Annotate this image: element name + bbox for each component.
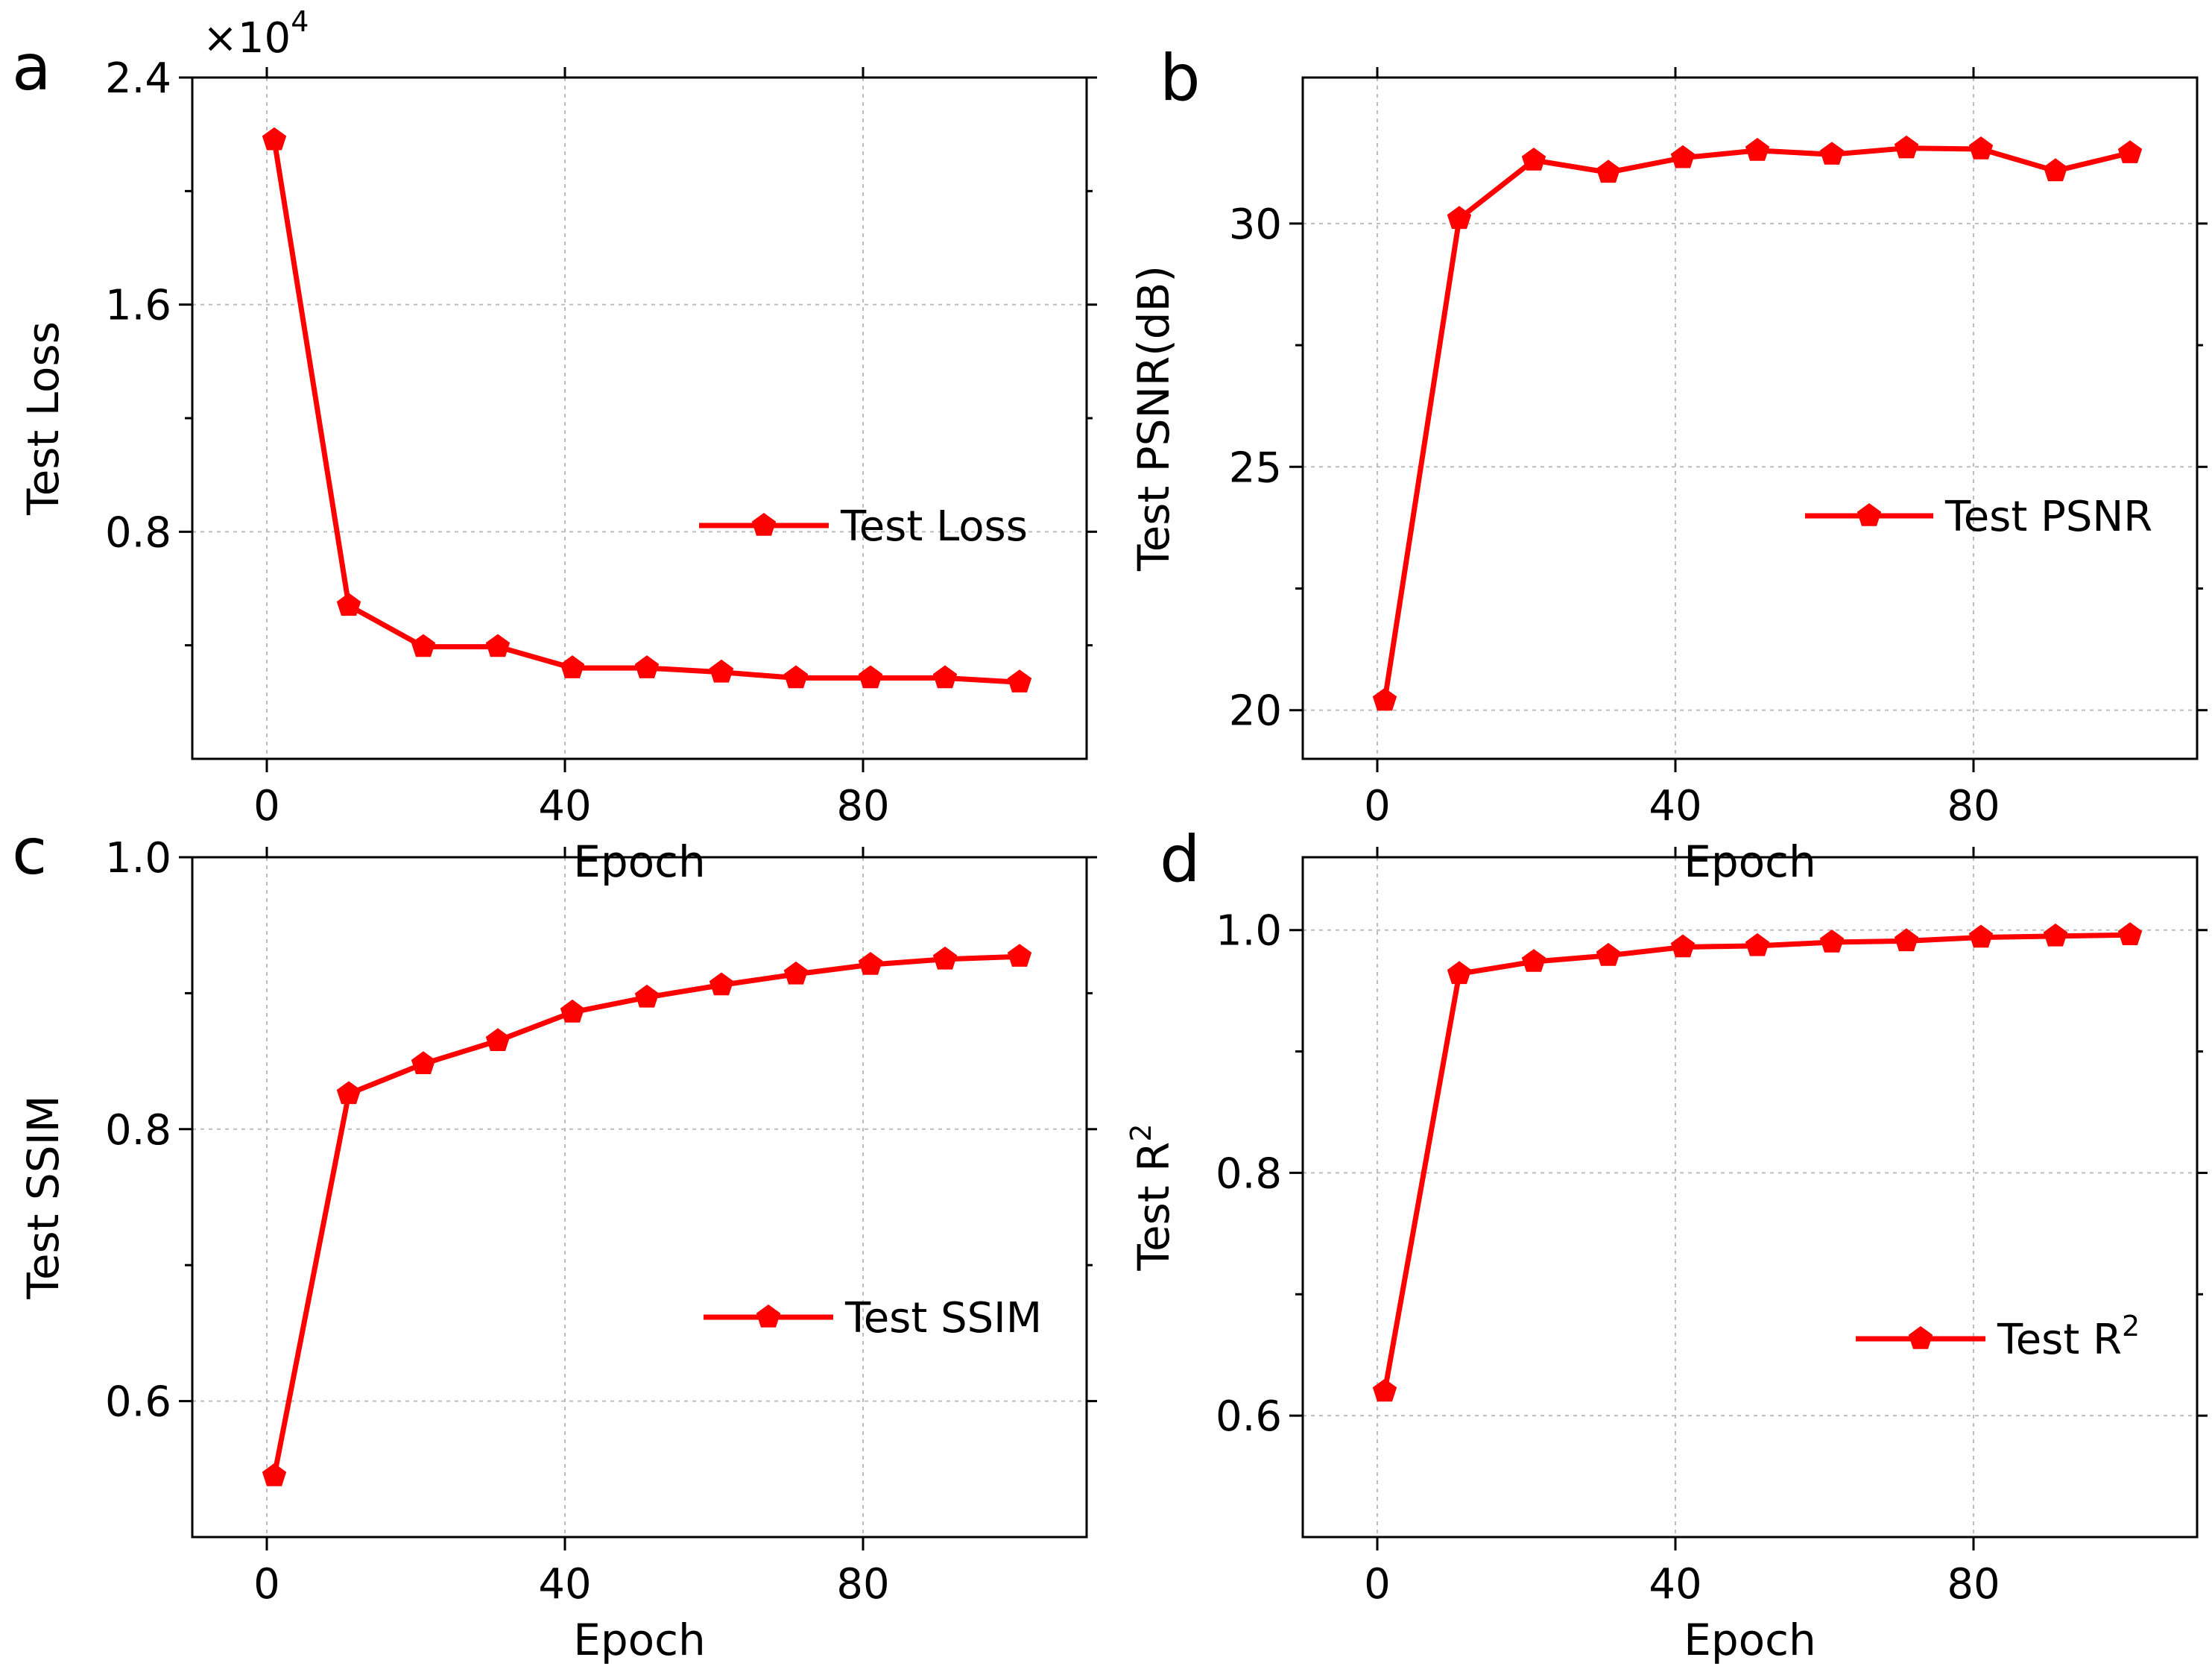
data-point (560, 999, 585, 1023)
data-point (262, 127, 287, 151)
data-point (1819, 930, 1845, 953)
data-point (1968, 136, 1994, 160)
data-point (262, 1463, 287, 1486)
data-point (2043, 158, 2068, 182)
data-point (2117, 922, 2143, 945)
legend-marker (751, 513, 777, 536)
y-tick-label: 25 (1229, 444, 1282, 492)
data-point (1372, 687, 1397, 711)
data-point (1521, 148, 1546, 171)
legend-marker (1908, 1326, 1933, 1349)
y-tick-label: 30 (1229, 201, 1282, 249)
x-tick-label: 0 (1364, 1560, 1391, 1609)
x-tick-label: 40 (538, 782, 591, 830)
data-point (1007, 944, 1032, 967)
x-tick-label: 80 (836, 782, 889, 830)
legend-label: Test SSIM (844, 1294, 1042, 1343)
y-axis-title: Test R2 (1125, 1123, 1179, 1271)
legend-marker (1856, 503, 1882, 526)
y-tick-label: 1.0 (105, 834, 171, 883)
x-tick-label: 40 (1649, 1560, 1701, 1609)
data-point (2043, 923, 2068, 947)
data-point (336, 1081, 361, 1105)
y-tick-label: 20 (1229, 687, 1282, 736)
legend-label-superscript: 2 (2122, 1310, 2140, 1343)
panel-label-d: d (1160, 822, 1201, 897)
data-point (1894, 135, 1919, 159)
x-tick-label: 0 (253, 782, 280, 830)
data-point (932, 946, 958, 970)
data-point (1670, 934, 1696, 958)
data-point (1968, 924, 1994, 948)
panel-label-b: b (1160, 41, 1201, 116)
data-point (560, 655, 585, 678)
y-tick-label: 0.6 (1216, 1392, 1282, 1441)
x-tick-label: 0 (253, 1560, 280, 1609)
y-tick-label: 1.0 (1216, 907, 1282, 956)
y-axis-title: Test SSIM (18, 1095, 69, 1299)
data-point (858, 665, 883, 689)
data-point (1894, 928, 1919, 952)
plot-frame (1301, 856, 2199, 1539)
x-tick-label: 80 (1947, 782, 2000, 830)
data-point (2117, 140, 2143, 163)
panel-label-a: a (12, 31, 51, 105)
x-tick-label: 0 (1364, 782, 1391, 830)
data-point (1745, 933, 1770, 956)
data-point (783, 665, 809, 689)
data-point (485, 634, 511, 657)
x-axis-title: Epoch (1684, 1615, 1816, 1665)
data-point (1447, 206, 1472, 230)
plot-frame (1301, 76, 2199, 760)
data-point (485, 1028, 511, 1051)
plot-frame (191, 856, 1088, 1539)
legend-label: Test Loss (840, 502, 1028, 551)
data-point (1596, 160, 1621, 183)
y-tick-label: 0.8 (105, 1106, 171, 1155)
data-point (709, 972, 734, 996)
x-axis-title: Epoch (1684, 836, 1816, 887)
y-tick-label: 1.6 (105, 282, 171, 330)
chart-panel-d: 0 40 80 0.6 0.8 1.0 Epoch Test R2 Test R2 (1125, 847, 2208, 1665)
legend-label: Test PSNR (1944, 493, 2152, 541)
data-point (1670, 145, 1696, 168)
y-tick-label: 0.6 (105, 1378, 171, 1427)
data-point (1596, 942, 1621, 966)
data-point (932, 665, 958, 689)
data-point (411, 634, 436, 657)
x-tick-label: 80 (836, 1560, 889, 1609)
y-tick-label: 0.8 (105, 508, 171, 557)
x-tick-label: 80 (1947, 1560, 2000, 1609)
x-tick-label: 40 (538, 1560, 591, 1609)
data-point (709, 659, 734, 683)
data-point (1745, 137, 1770, 161)
data-point (1447, 961, 1472, 985)
y-tick-label: 2.4 (105, 54, 171, 103)
y-tick-label: 0.8 (1216, 1149, 1282, 1198)
data-point (634, 984, 660, 1008)
data-point (858, 952, 883, 975)
y-axis-title: Test PSNR(dB) (1128, 265, 1179, 572)
legend-marker (756, 1304, 781, 1328)
chart-panel-c: 0 40 80 0.6 0.8 1.0 Epoch Test SSIM Test SSIM (18, 834, 1097, 1665)
data-point (1521, 949, 1546, 972)
y-axis-title: Test Loss (18, 321, 69, 516)
data-point (1819, 142, 1845, 165)
x-axis-title: Epoch (573, 1615, 706, 1665)
data-point (1372, 1378, 1397, 1402)
data-point (1007, 669, 1032, 692)
data-point (336, 593, 361, 616)
x-tick-label: 40 (1649, 782, 1701, 830)
y-axis-multiplier-exponent: 4 (291, 5, 309, 38)
data-point (783, 961, 809, 985)
x-axis-title: Epoch (573, 836, 706, 887)
y-axis-title-superscript: 2 (1125, 1123, 1157, 1141)
legend-label: Test R2 (1997, 1310, 2140, 1364)
data-point (634, 655, 660, 678)
data-point (411, 1051, 436, 1074)
panel-label-c: c (12, 815, 47, 889)
chart-panel-b: 0 40 80 20 25 30 Epoch Test PSNR(dB) Test PSNR (1128, 67, 2208, 887)
